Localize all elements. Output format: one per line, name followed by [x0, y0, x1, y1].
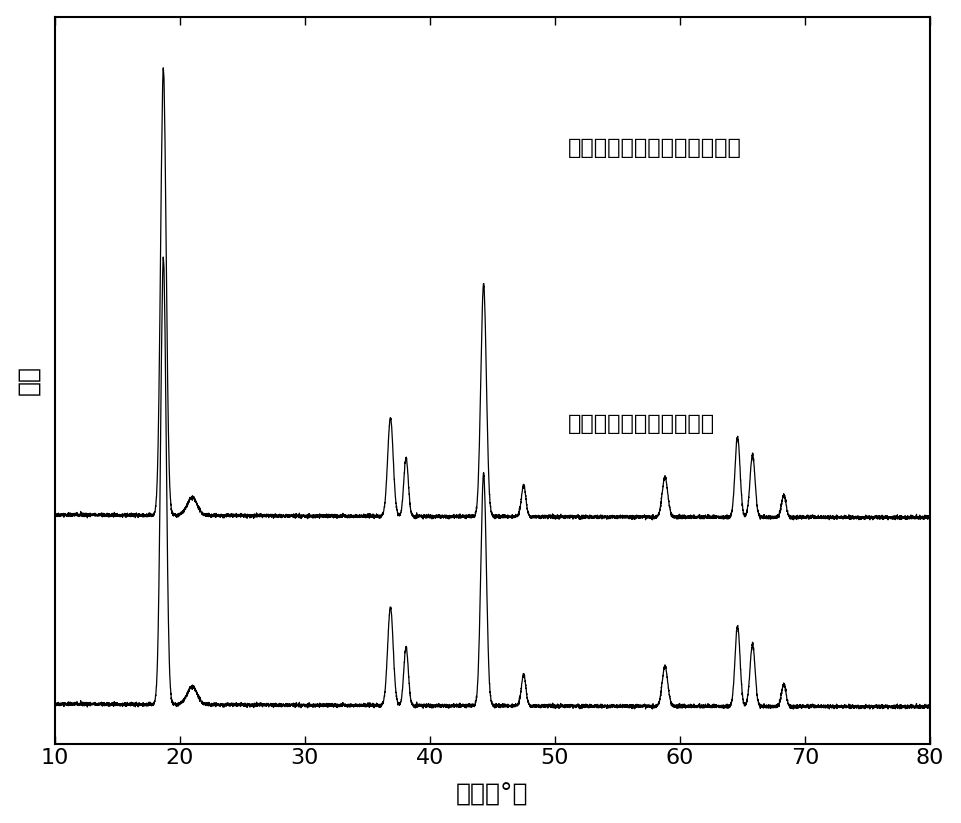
X-axis label: 角度（°）: 角度（°）	[456, 783, 529, 807]
Text: 未掺杂的富锤锰基氧化物: 未掺杂的富锤锰基氧化物	[567, 414, 715, 434]
Text: 阳离子掺杂的富锤锰基氧化物: 阳离子掺杂的富锤锰基氧化物	[567, 137, 741, 157]
Y-axis label: 强度: 强度	[16, 365, 40, 395]
